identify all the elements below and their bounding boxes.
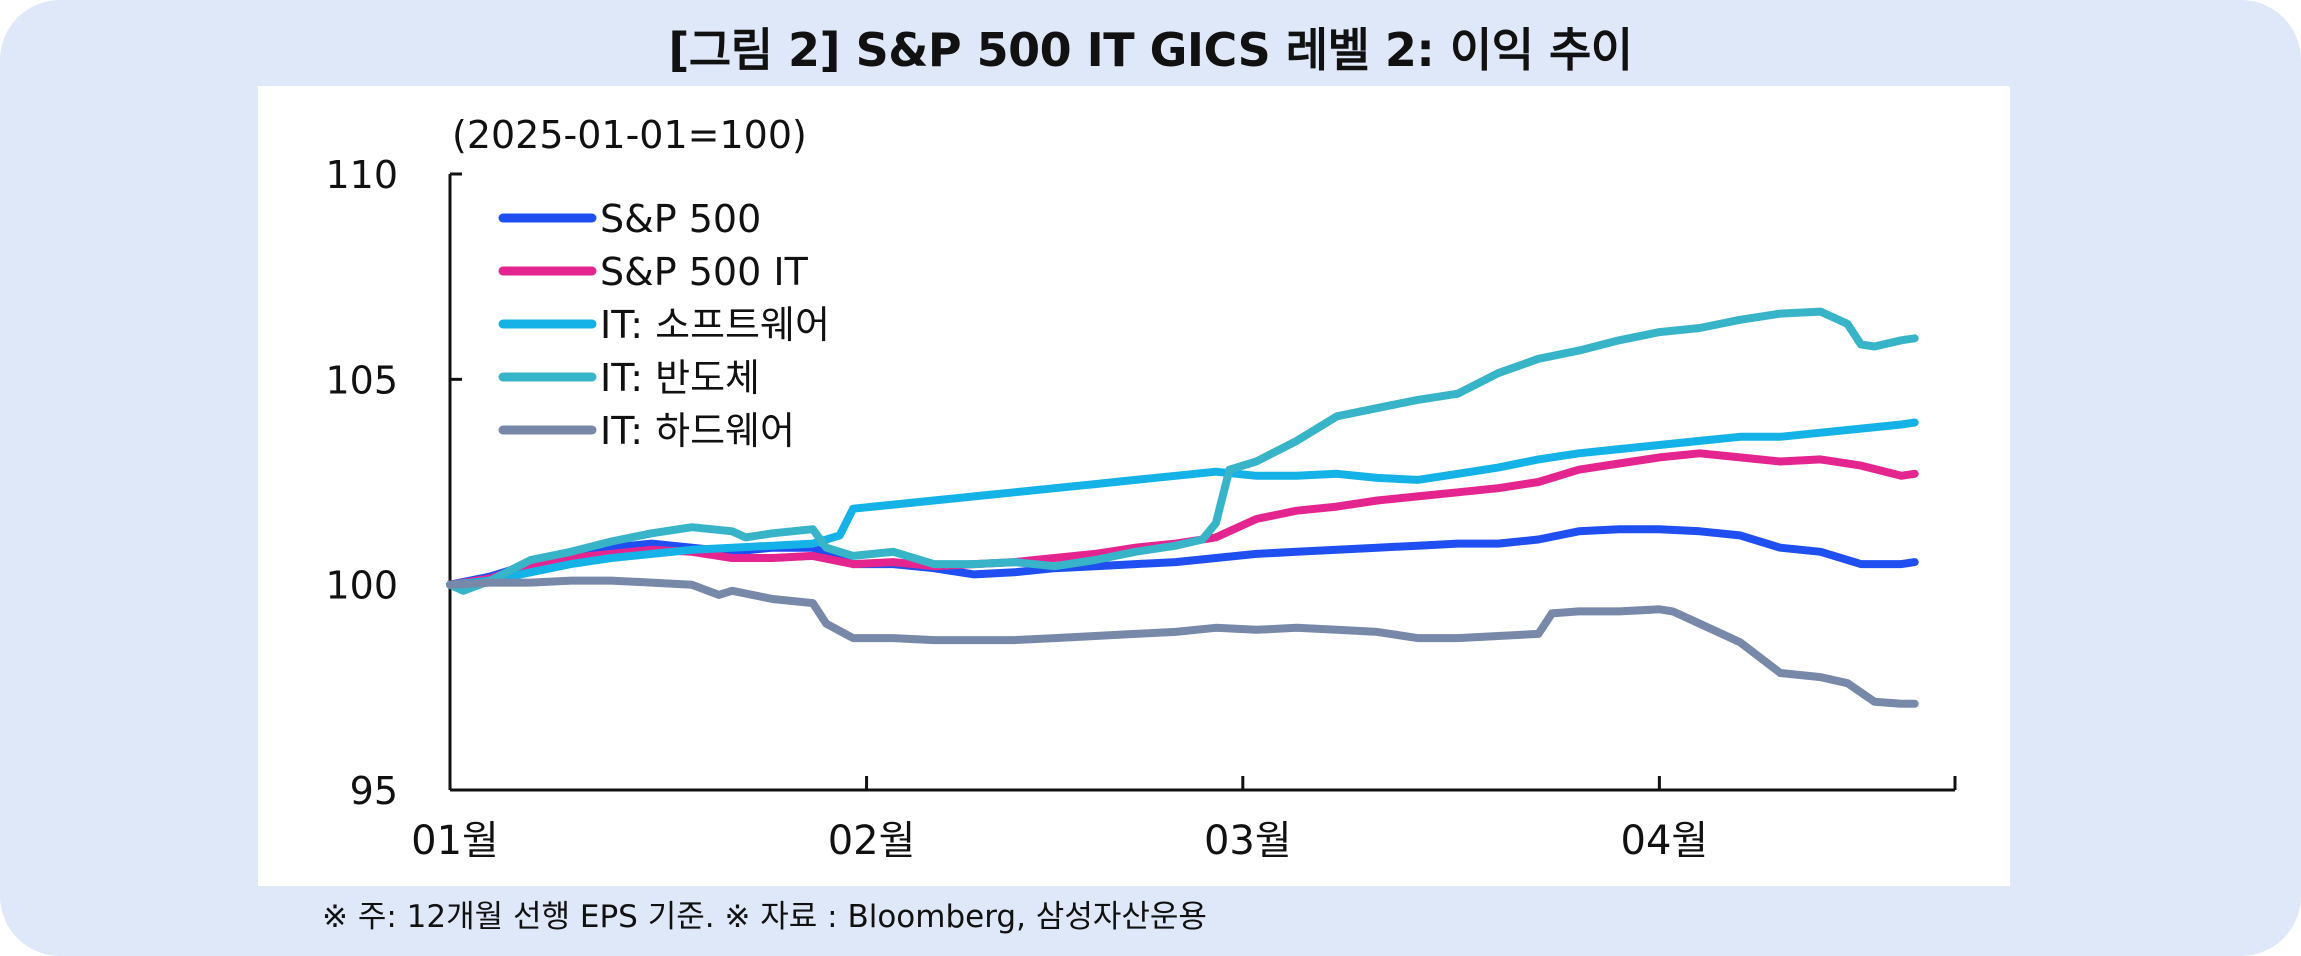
series-line	[446, 525, 1919, 589]
x-tick-label: 02월	[828, 818, 916, 864]
x-tick-label: 03월	[1204, 818, 1292, 864]
unit-label: (2025-01-01=100)	[452, 113, 807, 157]
y-tick-label: 100	[325, 564, 398, 608]
series-line	[446, 576, 1919, 708]
footnote: ※ 주: 12개월 선행 EPS 기준. ※ 자료 : Bloomberg, 삼…	[322, 899, 1207, 935]
legend-label: IT: 하드웨어	[600, 409, 795, 453]
chart-title: [그림 2] S&P 500 IT GICS 레벨 2: 이익 추이	[668, 23, 1633, 77]
legend-label: IT: 소프트웨어	[600, 303, 830, 347]
legend-label: S&P 500 IT	[600, 250, 809, 294]
series-line	[446, 418, 1919, 589]
series-line	[446, 307, 1919, 595]
y-tick-label: 105	[325, 358, 398, 402]
y-tick-label: 95	[350, 769, 398, 813]
legend-label: IT: 반도체	[600, 356, 760, 400]
y-tick-label: 110	[325, 153, 398, 197]
legend-label: S&P 500	[600, 197, 761, 241]
x-tick-label: 04월	[1621, 818, 1709, 864]
x-tick-label: 01월	[411, 818, 499, 864]
